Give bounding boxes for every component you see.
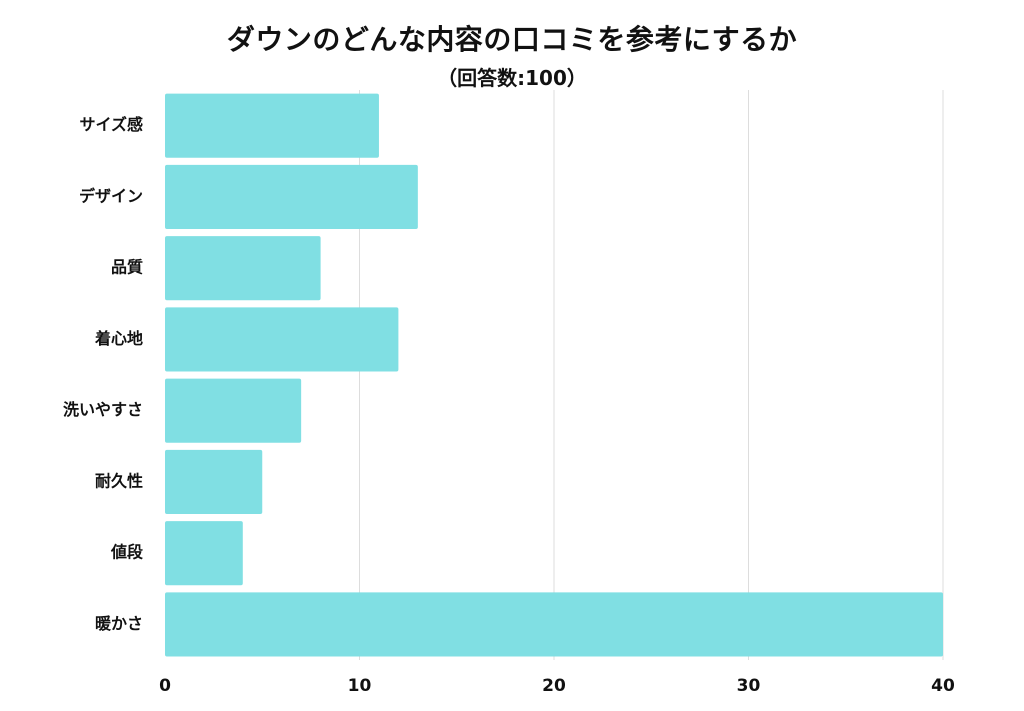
category-label: 洗いやすさ bbox=[63, 400, 143, 419]
category-label: デザイン bbox=[79, 186, 143, 205]
bar bbox=[165, 93, 379, 158]
chart-subtitle: （回答数:100） bbox=[437, 66, 587, 90]
bar bbox=[165, 449, 263, 514]
category-label: 暖かさ bbox=[95, 614, 143, 633]
x-tick-label: 0 bbox=[159, 676, 171, 696]
x-tick-label: 40 bbox=[931, 676, 955, 696]
bar bbox=[165, 307, 399, 372]
chart-title: ダウンのどんな内容の口コミを参考にするか bbox=[226, 23, 798, 56]
x-tick-label: 30 bbox=[737, 676, 761, 696]
category-label: 値段 bbox=[110, 543, 144, 562]
bar bbox=[165, 164, 418, 229]
bar bbox=[165, 592, 943, 657]
category-label: 耐久性 bbox=[95, 471, 143, 490]
category-label: サイズ感 bbox=[79, 115, 143, 134]
bar bbox=[165, 521, 243, 586]
x-tick-label: 10 bbox=[348, 676, 372, 696]
bar bbox=[165, 378, 302, 443]
category-label: 着心地 bbox=[94, 329, 143, 348]
x-tick-label: 20 bbox=[542, 676, 566, 696]
bar bbox=[165, 236, 321, 301]
category-label: 品質 bbox=[111, 258, 143, 277]
